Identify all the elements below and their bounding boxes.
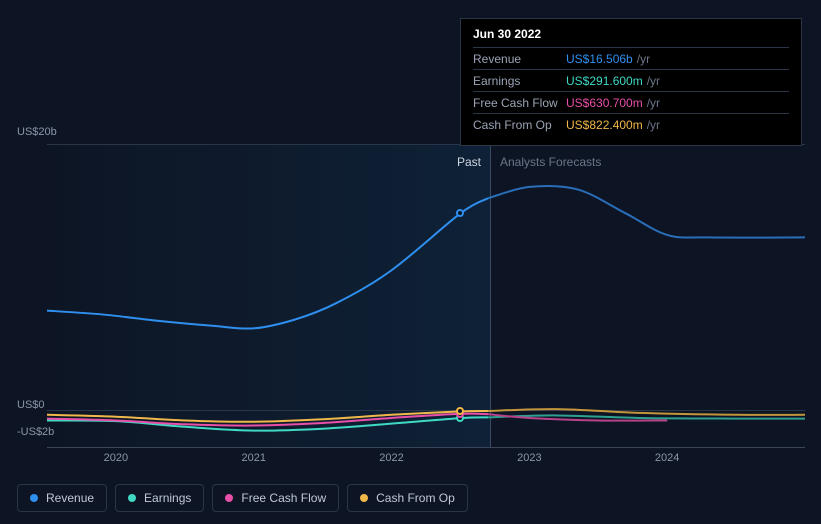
x-tick-2021: 2021 <box>241 452 265 464</box>
legend: Revenue Earnings Free Cash Flow Cash From O… <box>17 484 468 512</box>
x-tick-2022: 2022 <box>379 452 403 464</box>
cfo-line-forecast <box>488 409 805 415</box>
legend-dot-icon <box>360 494 368 502</box>
tooltip-row-free-cash-flow: Free Cash FlowUS$630.700m/yr <box>473 91 789 113</box>
legend-item-fcf[interactable]: Free Cash Flow <box>212 484 339 512</box>
tooltip-value: US$291.600m <box>566 74 643 88</box>
tooltip-row-earnings: EarningsUS$291.600m/yr <box>473 69 789 91</box>
plot-area[interactable]: Past Analysts Forecasts <box>47 130 805 448</box>
tooltip-label: Cash From Op <box>473 118 566 132</box>
legend-dot-icon <box>128 494 136 502</box>
tooltip-row-cash-from-op: Cash From OpUS$822.400m/yr <box>473 113 789 135</box>
earnings-line-past <box>47 417 488 430</box>
legend-label: Revenue <box>46 491 94 505</box>
legend-label: Earnings <box>144 491 191 505</box>
fcf-line-past <box>47 414 488 426</box>
tooltip-value: US$16.506b <box>566 52 633 66</box>
x-axis: 2020 2021 2022 2023 2024 <box>47 452 805 472</box>
tooltip: Jun 30 2022 RevenueUS$16.506b/yrEarnings… <box>460 18 802 146</box>
legend-item-earnings[interactable]: Earnings <box>115 484 204 512</box>
tooltip-label: Free Cash Flow <box>473 96 566 110</box>
tooltip-value: US$630.700m <box>566 96 643 110</box>
tooltip-date: Jun 30 2022 <box>473 27 789 47</box>
tooltip-label: Earnings <box>473 74 566 88</box>
legend-label: Cash From Op <box>376 491 455 505</box>
y-tick-0: US$0 <box>17 399 45 411</box>
tooltip-label: Revenue <box>473 52 566 66</box>
revenue-line-past <box>47 198 488 328</box>
legend-item-revenue[interactable]: Revenue <box>17 484 107 512</box>
tooltip-unit: /yr <box>647 118 660 132</box>
revenue-marker <box>456 209 464 217</box>
tooltip-row-revenue: RevenueUS$16.506b/yr <box>473 47 789 69</box>
x-tick-2024: 2024 <box>655 452 679 464</box>
revenue-line-forecast <box>488 186 805 238</box>
tooltip-unit: /yr <box>637 52 650 66</box>
chart-lines <box>47 130 805 448</box>
legend-dot-icon <box>30 494 38 502</box>
tooltip-value: US$822.400m <box>566 118 643 132</box>
legend-label: Free Cash Flow <box>241 491 326 505</box>
x-tick-2020: 2020 <box>104 452 128 464</box>
legend-dot-icon <box>225 494 233 502</box>
tooltip-unit: /yr <box>647 74 660 88</box>
legend-item-cfo[interactable]: Cash From Op <box>347 484 468 512</box>
x-tick-2023: 2023 <box>517 452 541 464</box>
tooltip-unit: /yr <box>647 96 660 110</box>
chart-container: US$20b US$0 -US$2b Past Analysts Forecas… <box>17 130 805 448</box>
cfo-marker <box>456 407 464 415</box>
